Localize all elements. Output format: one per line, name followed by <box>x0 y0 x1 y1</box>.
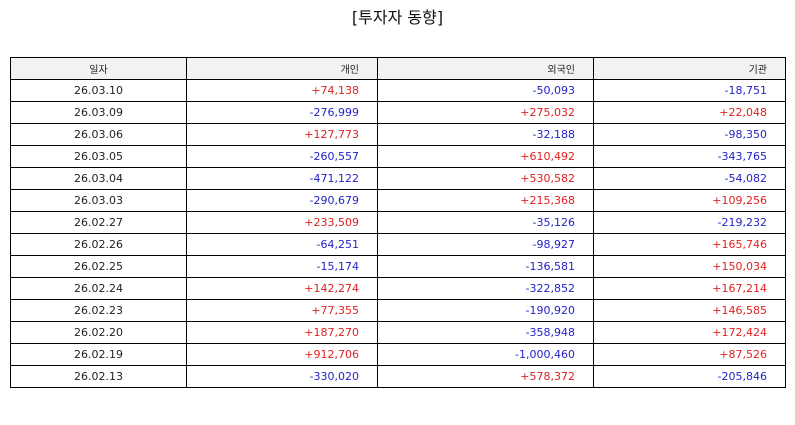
foreign-value-cell: -35,126 <box>377 211 594 234</box>
date-cell: 26.03.10 <box>10 79 187 102</box>
date-cell: 26.02.13 <box>10 365 187 388</box>
individual-value-cell: -64,251 <box>186 233 378 256</box>
date-cell: 26.03.05 <box>10 145 187 168</box>
individual-value-cell: -290,679 <box>186 189 378 212</box>
foreign-value-cell: -358,948 <box>377 321 594 344</box>
individual-value-cell: +74,138 <box>186 79 378 102</box>
institution-value-cell: -54,082 <box>593 167 786 190</box>
table-row: 26.02.25 -15,174 -136,581 +150,034 <box>10 255 786 278</box>
institution-value-cell: +150,034 <box>593 255 786 278</box>
table-row: 26.02.20 +187,270 -358,948 +172,424 <box>10 321 786 344</box>
date-cell: 26.02.20 <box>10 321 187 344</box>
table-body: 26.03.10 +74,138 -50,093 -18,751 26.03.09 -27… <box>10 79 786 388</box>
table-row: 26.03.06 +127,773 -32,188 -98,350 <box>10 123 786 146</box>
individual-value-cell: -15,174 <box>186 255 378 278</box>
table-row: 26.03.03 -290,679 +215,368 +109,256 <box>10 189 786 212</box>
foreign-value-cell: -32,188 <box>377 123 594 146</box>
institution-value-cell: -343,765 <box>593 145 786 168</box>
foreign-value-cell: -1,000,460 <box>377 343 594 366</box>
foreign-value-cell: +578,372 <box>377 365 594 388</box>
date-cell: 26.02.26 <box>10 233 187 256</box>
investor-trend-table: 일자 개인 외국인 기관 26.03.10 +74,138 -50,093 -18,7… <box>10 57 786 388</box>
date-cell: 26.02.24 <box>10 277 187 300</box>
table-header-row: 일자 개인 외국인 기관 <box>10 57 786 80</box>
individual-value-cell: -471,122 <box>186 167 378 190</box>
individual-value-cell: +187,270 <box>186 321 378 344</box>
individual-value-cell: -330,020 <box>186 365 378 388</box>
institution-value-cell: -219,232 <box>593 211 786 234</box>
institution-value-cell: +109,256 <box>593 189 786 212</box>
column-header-individual: 개인 <box>186 57 378 80</box>
institution-value-cell: +146,585 <box>593 299 786 322</box>
institution-value-cell: +167,214 <box>593 277 786 300</box>
individual-value-cell: +142,274 <box>186 277 378 300</box>
individual-value-cell: +233,509 <box>186 211 378 234</box>
table-row: 26.02.26 -64,251 -98,927 +165,746 <box>10 233 786 256</box>
institution-value-cell: +165,746 <box>593 233 786 256</box>
table-row: 26.02.13 -330,020 +578,372 -205,846 <box>10 365 786 388</box>
institution-value-cell: -98,350 <box>593 123 786 146</box>
table-row: 26.03.04 -471,122 +530,582 -54,082 <box>10 167 786 190</box>
table-row: 26.02.23 +77,355 -190,920 +146,585 <box>10 299 786 322</box>
table-row: 26.02.24 +142,274 -322,852 +167,214 <box>10 277 786 300</box>
date-cell: 26.03.03 <box>10 189 187 212</box>
foreign-value-cell: -50,093 <box>377 79 594 102</box>
institution-value-cell: +22,048 <box>593 101 786 124</box>
foreign-value-cell: +610,492 <box>377 145 594 168</box>
table-row: 26.03.09 -276,999 +275,032 +22,048 <box>10 101 786 124</box>
column-header-date: 일자 <box>10 57 187 80</box>
table-row: 26.02.19 +912,706 -1,000,460 +87,526 <box>10 343 786 366</box>
table-row: 26.03.05 -260,557 +610,492 -343,765 <box>10 145 786 168</box>
date-cell: 26.02.25 <box>10 255 187 278</box>
institution-value-cell: -18,751 <box>593 79 786 102</box>
date-cell: 26.02.27 <box>10 211 187 234</box>
column-header-foreign: 외국인 <box>377 57 594 80</box>
individual-value-cell: +77,355 <box>186 299 378 322</box>
foreign-value-cell: +275,032 <box>377 101 594 124</box>
page-title: [투자자 동향] <box>351 8 444 27</box>
table-row: 26.03.10 +74,138 -50,093 -18,751 <box>10 79 786 102</box>
date-cell: 26.03.04 <box>10 167 187 190</box>
foreign-value-cell: -98,927 <box>377 233 594 256</box>
individual-value-cell: +912,706 <box>186 343 378 366</box>
date-cell: 26.03.06 <box>10 123 187 146</box>
institution-value-cell: +172,424 <box>593 321 786 344</box>
column-header-institution: 기관 <box>593 57 786 80</box>
table-row: 26.02.27 +233,509 -35,126 -219,232 <box>10 211 786 234</box>
foreign-value-cell: +530,582 <box>377 167 594 190</box>
foreign-value-cell: -322,852 <box>377 277 594 300</box>
date-cell: 26.03.09 <box>10 101 187 124</box>
foreign-value-cell: -136,581 <box>377 255 594 278</box>
individual-value-cell: -260,557 <box>186 145 378 168</box>
individual-value-cell: -276,999 <box>186 101 378 124</box>
foreign-value-cell: -190,920 <box>377 299 594 322</box>
foreign-value-cell: +215,368 <box>377 189 594 212</box>
institution-value-cell: -205,846 <box>593 365 786 388</box>
individual-value-cell: +127,773 <box>186 123 378 146</box>
institution-value-cell: +87,526 <box>593 343 786 366</box>
date-cell: 26.02.23 <box>10 299 187 322</box>
date-cell: 26.02.19 <box>10 343 187 366</box>
